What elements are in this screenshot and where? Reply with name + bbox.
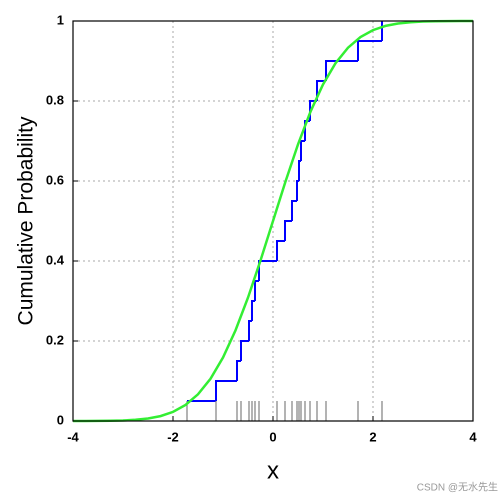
ecdf-step: [215, 380, 237, 401]
ecdf-step: [236, 360, 241, 381]
ecdf-step: [304, 120, 310, 141]
y-tick-label: 0.4: [46, 252, 65, 267]
y-tick-label: 1: [57, 12, 64, 27]
plot-frame: [72, 20, 474, 422]
x-tick-label: -2: [167, 429, 179, 444]
y-tick-label: 0.2: [46, 332, 64, 347]
x-tick-label: 2: [369, 429, 376, 444]
y-tick-label: 0.8: [46, 92, 64, 107]
ecdf-step: [325, 60, 358, 81]
ecdf-step: [251, 300, 255, 321]
ecdf-step: [291, 200, 297, 221]
ecdf-step: [276, 240, 285, 261]
x-tick-label: 0: [269, 429, 276, 444]
ecdf-step: [357, 40, 382, 61]
ecdf-step: [254, 280, 259, 301]
y-tick-label: 0.6: [46, 172, 64, 187]
watermark: CSDN @无水先生: [417, 481, 498, 494]
ecdf-step: [296, 180, 299, 201]
ecdf-step: [258, 260, 277, 281]
ecdf-step: [316, 80, 326, 101]
x-tick-label: 4: [469, 429, 477, 444]
x-axis-label: x: [267, 457, 279, 484]
ecdf-step: [284, 220, 292, 241]
y-axis-label: Cumulative Probability: [15, 116, 38, 325]
x-tick-label: -4: [67, 429, 79, 444]
ecdf-step: [248, 320, 252, 341]
ecdf-step: [240, 340, 249, 361]
ecdf-step: [300, 140, 305, 161]
ecdf-step: [298, 160, 301, 181]
y-tick-label: 0: [57, 412, 64, 427]
cdf-curve: [72, 19, 474, 423]
